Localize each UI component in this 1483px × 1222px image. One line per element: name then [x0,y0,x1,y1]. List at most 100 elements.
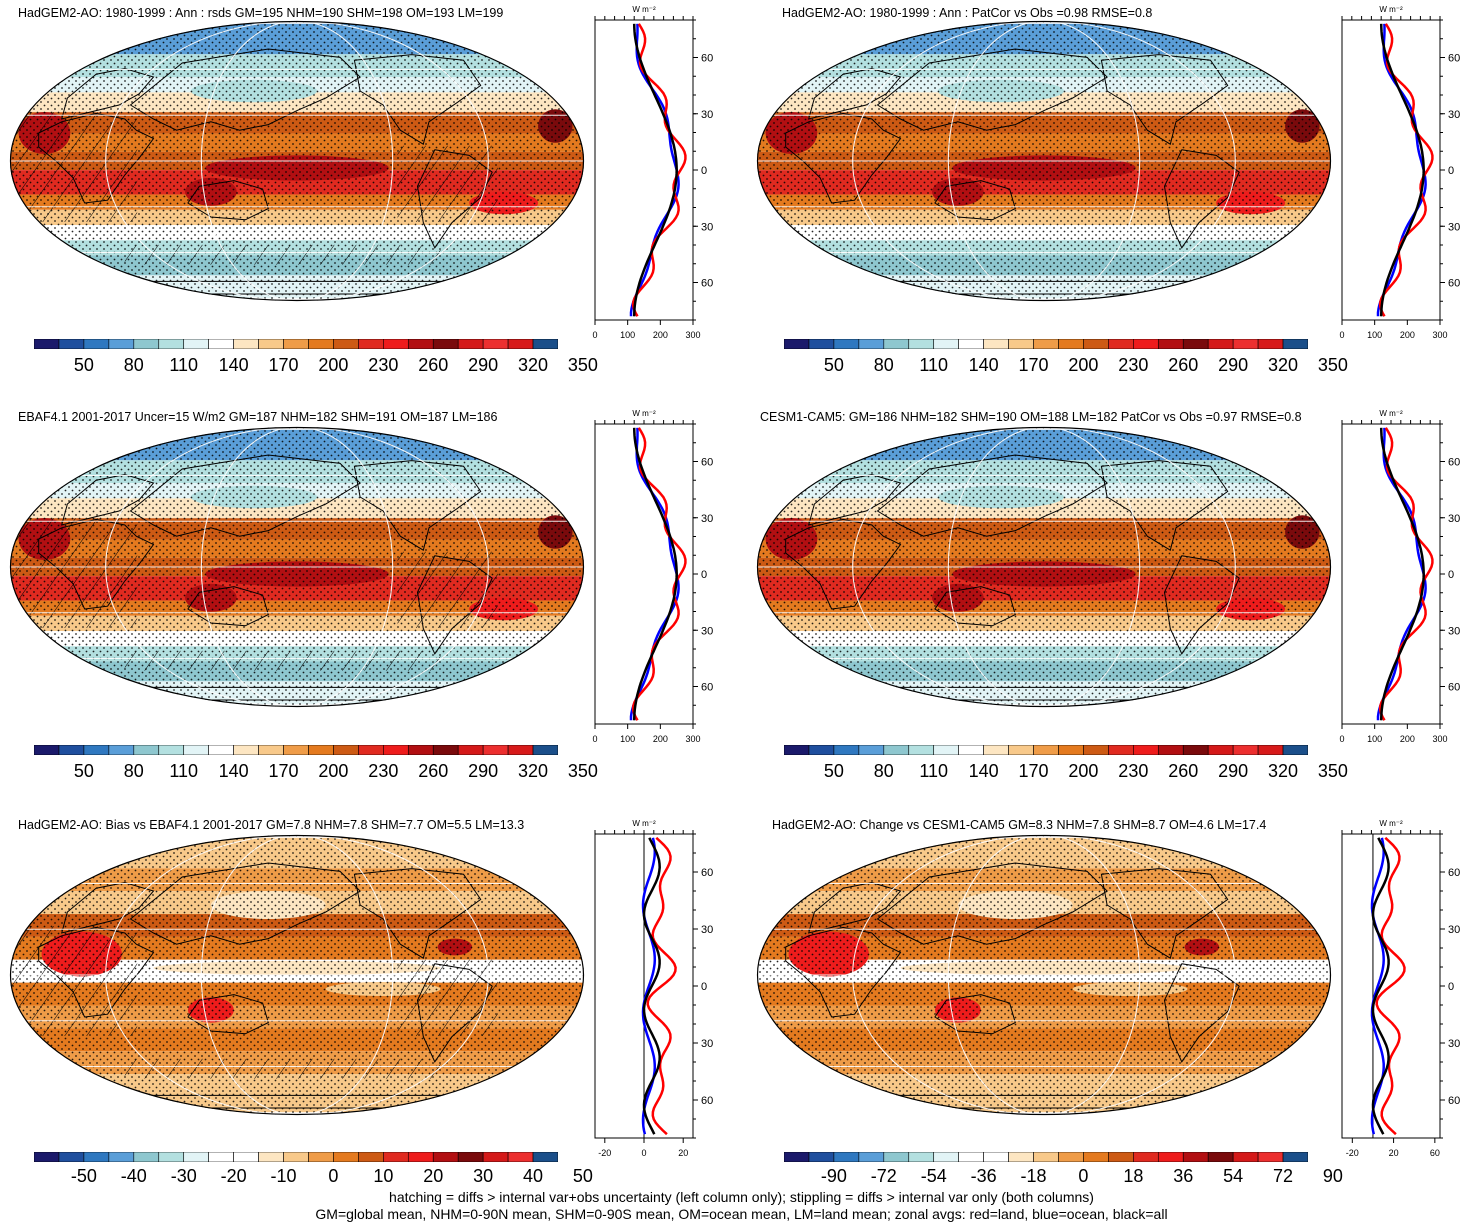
colorbar-tick-label: 110 [919,761,949,781]
colorbar-tick-label: 230 [1118,761,1149,781]
colorbar-tick-label: -50 [70,1166,97,1186]
colorbar-tick-label: 40 [523,1166,544,1186]
colorbar-tick-label: 110 [169,355,199,375]
svg-text:W m⁻²: W m⁻² [1379,5,1403,14]
colorbar-tick-label: 290 [468,761,499,781]
colorbar-tick-label: 50 [73,355,94,375]
map-panel-5 [9,834,585,1116]
svg-text:20: 20 [678,1148,688,1158]
svg-text:-20: -20 [598,1148,611,1158]
colorbar-tick-label: -90 [820,1166,847,1186]
svg-text:60N: 60N [701,867,713,879]
svg-text:W m⁻²: W m⁻² [1379,819,1403,828]
colorbar-tick-label: 260 [1168,355,1199,375]
colorbar-tick-label: 72 [1273,1166,1294,1186]
svg-text:100: 100 [1367,734,1382,744]
colorbar-labels-3: 50 80 110 140 170 200 230 260 290 320 350 [34,761,598,783]
colorbar-tick-label: 200 [318,761,349,781]
panel-title-3: EBAF4.1 2001-2017 Uncer=15 W/m2 GM=187 N… [18,410,498,424]
colorbar-tick-label: 80 [873,761,894,781]
colorbar-6 [784,1152,1308,1162]
colorbar-5 [34,1152,558,1162]
colorbar-tick-label: 350 [567,355,598,375]
zonal-mean-plot-5: W m⁻² 60N 30N 0 30S 60S -20 0 20 [594,819,713,1158]
colorbar-tick-label: 18 [1123,1166,1144,1186]
svg-text:0: 0 [1448,981,1454,993]
svg-text:60: 60 [1430,1148,1440,1158]
colorbar-tick-label: 260 [1168,761,1199,781]
svg-text:30S: 30S [1448,1038,1460,1050]
colorbar-tick-label: 170 [268,761,299,781]
colorbar-tick-label: 200 [318,355,349,375]
svg-text:30N: 30N [1448,109,1460,121]
colorbar-tick-label: 320 [1268,761,1299,781]
svg-text:30S: 30S [1448,221,1460,233]
svg-text:-20: -20 [1346,1148,1359,1158]
colorbar-tick-label: 50 [823,355,844,375]
colorbar-tick-label: 50 [823,761,844,781]
colorbar-4 [784,745,1308,755]
colorbar-tick-label: 230 [368,761,399,781]
svg-text:300: 300 [1432,330,1447,340]
zonal-mean-plot-1: W m⁻² 60N 30N 0 30S 60S 0 100 200 300 [592,5,713,340]
zonal-mean-plot-2: W m⁻² 60N 30N 0 30S 60S 0 100 200 300 [1339,5,1460,340]
colorbar-tick-label: -30 [170,1166,197,1186]
svg-text:200: 200 [1400,330,1415,340]
colorbar-tick-label: 140 [968,355,999,375]
svg-text:30S: 30S [1448,625,1460,637]
zonal-mean-plot-6: W m⁻² 60N 30N 0 30S 60S -20 20 60 [1341,819,1460,1158]
colorbar-tick-label: 0 [328,1166,339,1186]
colorbar-tick-label: 90 [1322,1166,1343,1186]
colorbar-tick-label: 290 [1218,355,1249,375]
svg-text:W m⁻²: W m⁻² [1379,409,1403,418]
colorbar-tick-label: 110 [169,761,199,781]
colorbar-tick-label: 80 [123,355,144,375]
svg-text:20: 20 [1389,1148,1399,1158]
colorbar-tick-label: 320 [518,355,549,375]
svg-text:W m⁻²: W m⁻² [632,819,656,828]
svg-text:W m⁻²: W m⁻² [632,5,656,14]
svg-text:60N: 60N [701,53,713,65]
colorbar-labels-1: 50 80 110 140 170 200 230 260 290 320 350 [34,355,598,377]
map-panel-2 [756,20,1332,302]
colorbar-tick-label: 10 [373,1166,394,1186]
svg-text:60N: 60N [1448,457,1460,469]
panel-title-5: HadGEM2-AO: Bias vs EBAF4.1 2001-2017 GM… [18,818,525,832]
svg-text:60S: 60S [701,682,713,694]
colorbar-tick-label: 80 [123,761,144,781]
colorbar-tick-label: 50 [572,1166,593,1186]
svg-text:30N: 30N [1448,513,1460,525]
colorbar-tick-label: 140 [968,761,999,781]
panel-title-2: HadGEM2-AO: 1980-1999 : Ann : PatCor vs … [782,6,1153,20]
svg-text:60S: 60S [1448,278,1460,290]
svg-text:60N: 60N [1448,53,1460,65]
svg-text:0: 0 [701,569,707,581]
colorbar-tick-label: 260 [418,355,449,375]
svg-text:30N: 30N [1448,924,1460,936]
svg-text:0: 0 [592,734,597,744]
zonal-mean-plot-4: W m⁻² 60N 30N 0 30S 60S 0 100 200 300 [1339,409,1460,744]
svg-text:0: 0 [1448,569,1454,581]
svg-text:30N: 30N [701,109,713,121]
colorbar-labels-5: -50 -40 -30 -20 -10 0 10 20 30 40 50 [34,1166,593,1188]
svg-text:100: 100 [1367,330,1382,340]
svg-text:200: 200 [1400,734,1415,744]
colorbar-tick-label: 20 [423,1166,444,1186]
colorbar-tick-label: 54 [1223,1166,1244,1186]
panel-title-6: HadGEM2-AO: Change vs CESM1-CAM5 GM=8.3 … [772,818,1267,832]
colorbar-tick-label: 200 [1068,355,1099,375]
footer-note-hatching: hatching = diffs > internal var+obs unce… [389,1189,1094,1205]
svg-text:200: 200 [653,330,668,340]
panel-title-1: HadGEM2-AO: 1980-1999 : Ann : rsds GM=19… [18,6,504,20]
colorbar-2 [784,339,1308,349]
svg-text:100: 100 [620,734,635,744]
svg-text:30N: 30N [701,924,713,936]
colorbar-tick-label: 320 [1268,355,1299,375]
colorbar-tick-label: 260 [418,761,449,781]
colorbar-tick-label: -72 [870,1166,897,1186]
colorbar-tick-label: 230 [368,355,399,375]
colorbar-tick-label: 170 [268,355,299,375]
colorbar-tick-label: 30 [473,1166,494,1186]
colorbar-tick-label: 290 [1218,761,1249,781]
svg-text:30N: 30N [701,513,713,525]
